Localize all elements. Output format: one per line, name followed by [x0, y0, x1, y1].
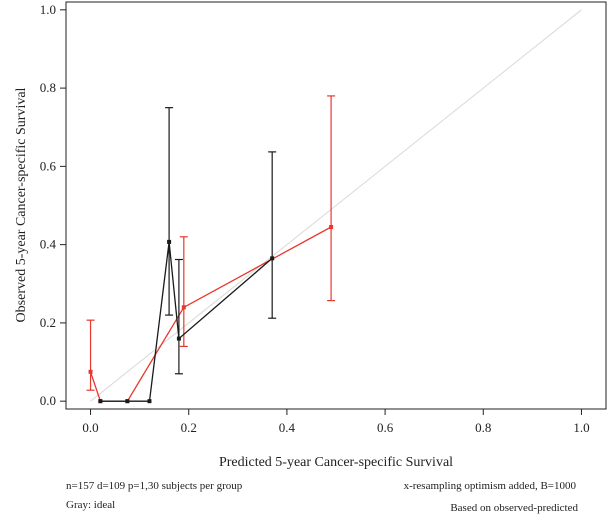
series-0-line	[89, 226, 332, 402]
series-1-point-2	[147, 399, 152, 404]
series-1-point-4	[176, 336, 181, 341]
series-1	[98, 107, 277, 404]
y-tick-label-1: 0.2	[40, 315, 56, 330]
x-axis-title: Predicted 5-year Cancer-specific Surviva…	[219, 455, 453, 470]
plot-frame	[65, 1, 607, 410]
x-tick-label-5: 1.0	[573, 420, 589, 435]
y-tick-label-2: 0.4	[40, 237, 57, 252]
y-axis-title: Observed 5-year Cancer-specific Survival	[14, 87, 29, 322]
series-0-point-4	[329, 225, 334, 230]
footnote-ideal-legend: Gray: ideal	[66, 499, 116, 511]
series-1-line	[100, 241, 273, 402]
y-tick-label-4: 0.8	[40, 80, 56, 95]
series-1-point-0	[98, 399, 103, 404]
x-tick-label-2: 0.4	[279, 420, 296, 435]
x-tick-label-1: 0.2	[181, 420, 197, 435]
series-1-point-5	[270, 256, 275, 261]
footnote-resampling: x-resampling optimism added, B=1000	[403, 480, 576, 492]
footnote-sample-info: n=157 d=109 p=1,30 subjects per group	[66, 480, 243, 492]
series-0	[86, 95, 336, 404]
y-tick-label-3: 0.6	[40, 158, 57, 173]
y-axis: 0.0 0.2 0.4 0.6 0.8 1.0	[40, 2, 66, 408]
series-0-point-3	[181, 305, 186, 310]
x-tick-label-0: 0.0	[82, 420, 98, 435]
series-0-point-0	[88, 369, 93, 374]
series-layer	[86, 95, 336, 404]
y-tick-label-5: 1.0	[40, 2, 56, 17]
x-tick-label-3: 0.6	[377, 420, 394, 435]
footnote-based-on: Based on observed-predicted	[450, 502, 578, 514]
x-axis: 0.0 0.2 0.4 0.6 0.8 1.0	[82, 409, 590, 435]
ideal-line-layer	[90, 9, 582, 402]
x-tick-label-4: 0.8	[475, 420, 491, 435]
ideal-line	[90, 9, 582, 402]
series-1-point-3	[167, 239, 172, 244]
y-tick-label-0: 0.0	[40, 393, 56, 408]
series-1-point-1	[125, 399, 130, 404]
